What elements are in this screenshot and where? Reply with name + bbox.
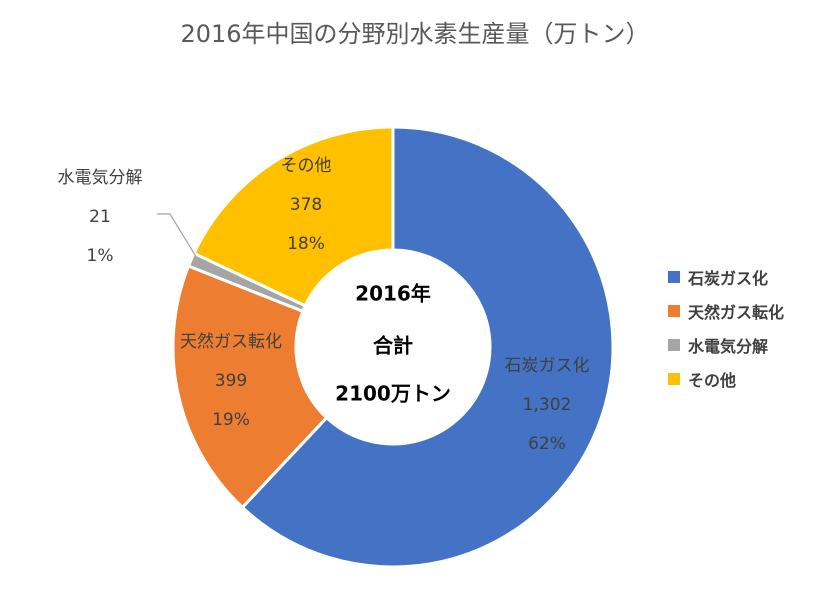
legend-item-3: 水電気分解 <box>668 334 784 356</box>
slice-3-label-percent: 1% <box>87 246 114 266</box>
center-label-1: 2016年 <box>355 282 431 306</box>
slice-4-label-percent: 18% <box>287 234 325 254</box>
slice-3-label-value: 21 <box>89 207 111 227</box>
legend: 石炭ガス化天然ガス転化 水電気分解その他 <box>668 266 784 402</box>
slice-2-label-percent: 19% <box>212 410 250 430</box>
legend-label: 石炭ガス化 <box>688 269 769 288</box>
legend-swatch <box>668 305 680 317</box>
legend-item-4: その他 <box>668 368 784 390</box>
slice-4 <box>191 125 395 308</box>
slice-3-label-name: 水電気分解 <box>58 168 143 188</box>
slice-4-label-value: 378 <box>290 195 322 215</box>
legend-swatch <box>668 373 680 385</box>
legend-label: 天然ガス転化 <box>688 303 785 322</box>
slice-2-label-value: 399 <box>215 371 247 391</box>
slice-1 <box>240 125 615 569</box>
center-label-2: 合計 <box>373 334 413 358</box>
slice-1-label-value: 1,302 <box>523 395 572 415</box>
legend-item-1: 石炭ガス化 <box>668 266 784 288</box>
slice-2 <box>171 264 329 510</box>
center-label-3: 2100万トン <box>335 382 451 406</box>
slice-1-label-percent: 62% <box>528 434 566 454</box>
legend-label: その他 <box>688 371 737 390</box>
legend-label: 水電気分解 <box>688 337 769 356</box>
slice-2-label-name: 天然ガス転化 <box>180 332 282 352</box>
chart-title: 2016年中国の分野別水素生産量（万トン） <box>180 20 650 48</box>
legend-item-2: 天然ガス転化 <box>668 300 784 322</box>
slice-1-label-name: 石炭ガス化 <box>505 356 590 376</box>
legend-swatch <box>668 339 680 351</box>
leader-line <box>157 213 201 264</box>
legend-swatch <box>668 271 680 283</box>
slice-4-label-name: その他 <box>281 156 332 176</box>
